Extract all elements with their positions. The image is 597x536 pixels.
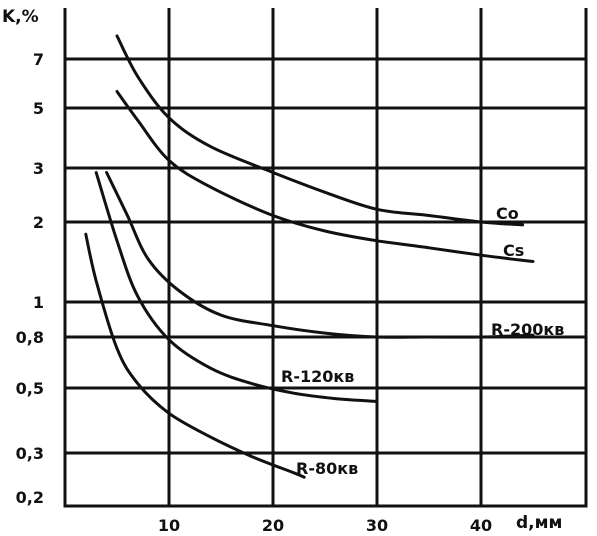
chart-labels: 10 20 30 40 0,2 0,3 0,5 0,8 1 2 3 5 7 K,% d,мм Co Cs R-20… (2, 7, 564, 535)
x-tick-label: 40 (470, 516, 492, 535)
series-r-120-line (94, 171, 379, 403)
y-axis-title: K,% (2, 7, 39, 27)
series-cs-label: Cs (503, 241, 524, 260)
plot-frame (63, 8, 588, 508)
series-cs-line (115, 89, 535, 263)
x-tick-label: 10 (158, 516, 180, 535)
x-axis-title: d,мм (516, 513, 562, 533)
series-r-80-label: R-80кв (296, 459, 358, 478)
series-r-200-label: R-200кв (491, 320, 564, 339)
x-tick-label: 20 (262, 516, 284, 535)
x-tick-label: 30 (366, 516, 388, 535)
y-tick-label: 0,5 (16, 379, 44, 398)
y-tick-label: 0,3 (16, 444, 44, 463)
y-tick-label: 0,2 (16, 488, 44, 507)
y-tick-label: 0,8 (16, 328, 44, 347)
y-tick-label: 5 (33, 99, 44, 118)
y-tick-label: 7 (33, 50, 44, 69)
series-r-120-label: R-120кв (281, 367, 354, 386)
series-co-label: Co (496, 204, 519, 223)
chart-curves (84, 34, 535, 479)
series-co-line (115, 34, 525, 227)
y-tick-label: 3 (33, 159, 44, 178)
y-tick-label: 2 (33, 213, 44, 232)
y-tick-label: 1 (33, 293, 44, 312)
series-r-80-line (84, 232, 306, 479)
series-r-200-line (105, 171, 535, 339)
